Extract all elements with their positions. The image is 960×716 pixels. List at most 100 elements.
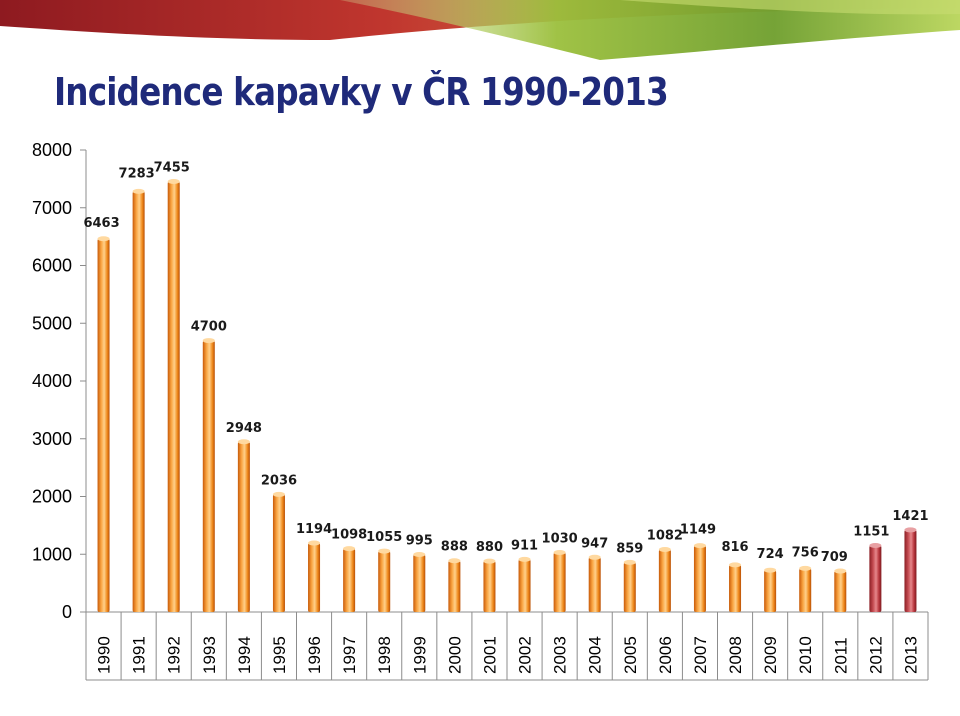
data-label-2012: 1151: [853, 525, 889, 540]
bar-1992: [167, 181, 180, 612]
data-label-1994: 2948: [226, 421, 262, 436]
bar-cap-1994: [237, 439, 250, 445]
data-label-2006: 1082: [647, 529, 683, 544]
bar-2005: [623, 562, 636, 612]
bar-cap-1990: [97, 236, 110, 242]
bar-cap-2002: [518, 556, 531, 562]
x-tick-label-1997: 1997: [340, 636, 359, 674]
bar-cap-2003: [553, 550, 566, 556]
bar-1997: [343, 548, 356, 612]
bar-1991: [132, 191, 145, 613]
data-label-1992: 7455: [154, 160, 190, 175]
bar-cap-2005: [623, 559, 636, 565]
bar-2000: [448, 560, 461, 612]
y-tick-label: 1000: [32, 544, 72, 564]
x-tick-label-2008: 2008: [726, 636, 745, 674]
y-tick-label: 7000: [32, 198, 72, 218]
bar-1998: [378, 551, 391, 612]
x-tick-label-2010: 2010: [796, 636, 815, 674]
x-tick-label-2001: 2001: [480, 636, 499, 674]
data-label-1998: 1055: [366, 530, 402, 545]
data-label-2005: 859: [616, 541, 643, 556]
bar-cap-1997: [343, 546, 356, 552]
bar-cap-2004: [588, 554, 601, 560]
y-tick-label: 2000: [32, 487, 72, 507]
bar-2001: [483, 561, 496, 612]
x-tick-label-1991: 1991: [130, 636, 149, 674]
data-label-1999: 995: [406, 534, 433, 549]
bar-2012: [869, 545, 882, 612]
data-label-2013: 1421: [892, 509, 928, 524]
data-label-2002: 911: [511, 538, 538, 553]
data-label-2008: 816: [721, 540, 748, 555]
chart-axes: [85, 150, 929, 681]
bar-cap-2013: [904, 527, 917, 533]
x-tick-label-2012: 2012: [866, 636, 885, 674]
bar-2009: [764, 570, 777, 612]
x-tick-label-2011: 2011: [831, 637, 850, 674]
bar-cap-1998: [378, 548, 391, 554]
x-tick-label-2004: 2004: [586, 636, 605, 674]
chart-y-ticks: 0 1000 2000 3000 4000 5000 6000 7000 8000: [32, 140, 86, 622]
x-tick-label-2002: 2002: [516, 636, 535, 674]
chart-x-ticks: 1990 1991 1992 1993 1994 1995 1996 1997 1998 1999…: [95, 636, 921, 674]
x-tick-label-2005: 2005: [621, 636, 640, 674]
bar-cap-2011: [834, 568, 847, 574]
chart-bars: [97, 178, 917, 613]
x-tick-label-1993: 1993: [200, 636, 219, 674]
bar-cap-2008: [729, 562, 742, 568]
bar-cap-1995: [272, 491, 285, 497]
data-label-2004: 947: [581, 536, 608, 551]
bar-cap-2010: [799, 565, 812, 571]
decorative-top-bands: [0, 0, 960, 60]
bar-2002: [518, 559, 531, 612]
data-label-2010: 756: [792, 545, 819, 560]
bar-2011: [834, 571, 847, 612]
bar-2007: [693, 545, 706, 612]
x-tick-label-1992: 1992: [165, 636, 184, 674]
data-label-1990: 6463: [83, 216, 119, 231]
data-label-2011: 709: [821, 550, 848, 565]
x-tick-label-1999: 1999: [410, 636, 429, 674]
bar-cap-2012: [869, 543, 882, 549]
bar-2013: [904, 529, 917, 612]
bar-1999: [413, 554, 426, 612]
x-tick-label-1998: 1998: [375, 636, 394, 674]
y-tick-label: 0: [62, 602, 72, 622]
bar-2010: [799, 568, 812, 612]
x-tick-label-2009: 2009: [761, 636, 780, 674]
bar-cap-2000: [448, 558, 461, 564]
bar-2004: [588, 557, 601, 612]
bar-2006: [658, 549, 671, 612]
bar-cap-1991: [132, 188, 145, 194]
bar-cap-1999: [413, 552, 426, 558]
data-label-1993: 4700: [191, 320, 227, 335]
bar-cap-2009: [764, 567, 777, 573]
x-tick-label-1996: 1996: [305, 636, 324, 674]
bar-cap-2001: [483, 558, 496, 564]
data-label-2000: 888: [441, 540, 468, 555]
data-label-2003: 1030: [542, 532, 578, 547]
bar-1990: [97, 238, 110, 612]
x-tick-label-2013: 2013: [901, 636, 920, 674]
x-tick-label-1995: 1995: [270, 636, 289, 674]
y-tick-label: 3000: [32, 429, 72, 449]
data-label-2009: 724: [757, 547, 784, 562]
bar-2003: [553, 552, 566, 612]
data-label-1997: 1098: [331, 528, 367, 543]
x-tick-label-1994: 1994: [235, 636, 254, 674]
x-tick-label-2003: 2003: [551, 636, 570, 674]
data-label-1995: 2036: [261, 473, 297, 488]
data-label-2001: 880: [476, 540, 503, 555]
bar-cap-2007: [693, 543, 706, 549]
bar-1996: [308, 543, 321, 612]
bar-cap-2006: [658, 547, 671, 553]
y-tick-label: 5000: [32, 313, 72, 333]
y-tick-label: 6000: [32, 256, 72, 276]
x-tick-label-2000: 2000: [445, 636, 464, 674]
x-tick-label-2006: 2006: [656, 636, 675, 674]
data-label-2007: 1149: [680, 523, 716, 538]
